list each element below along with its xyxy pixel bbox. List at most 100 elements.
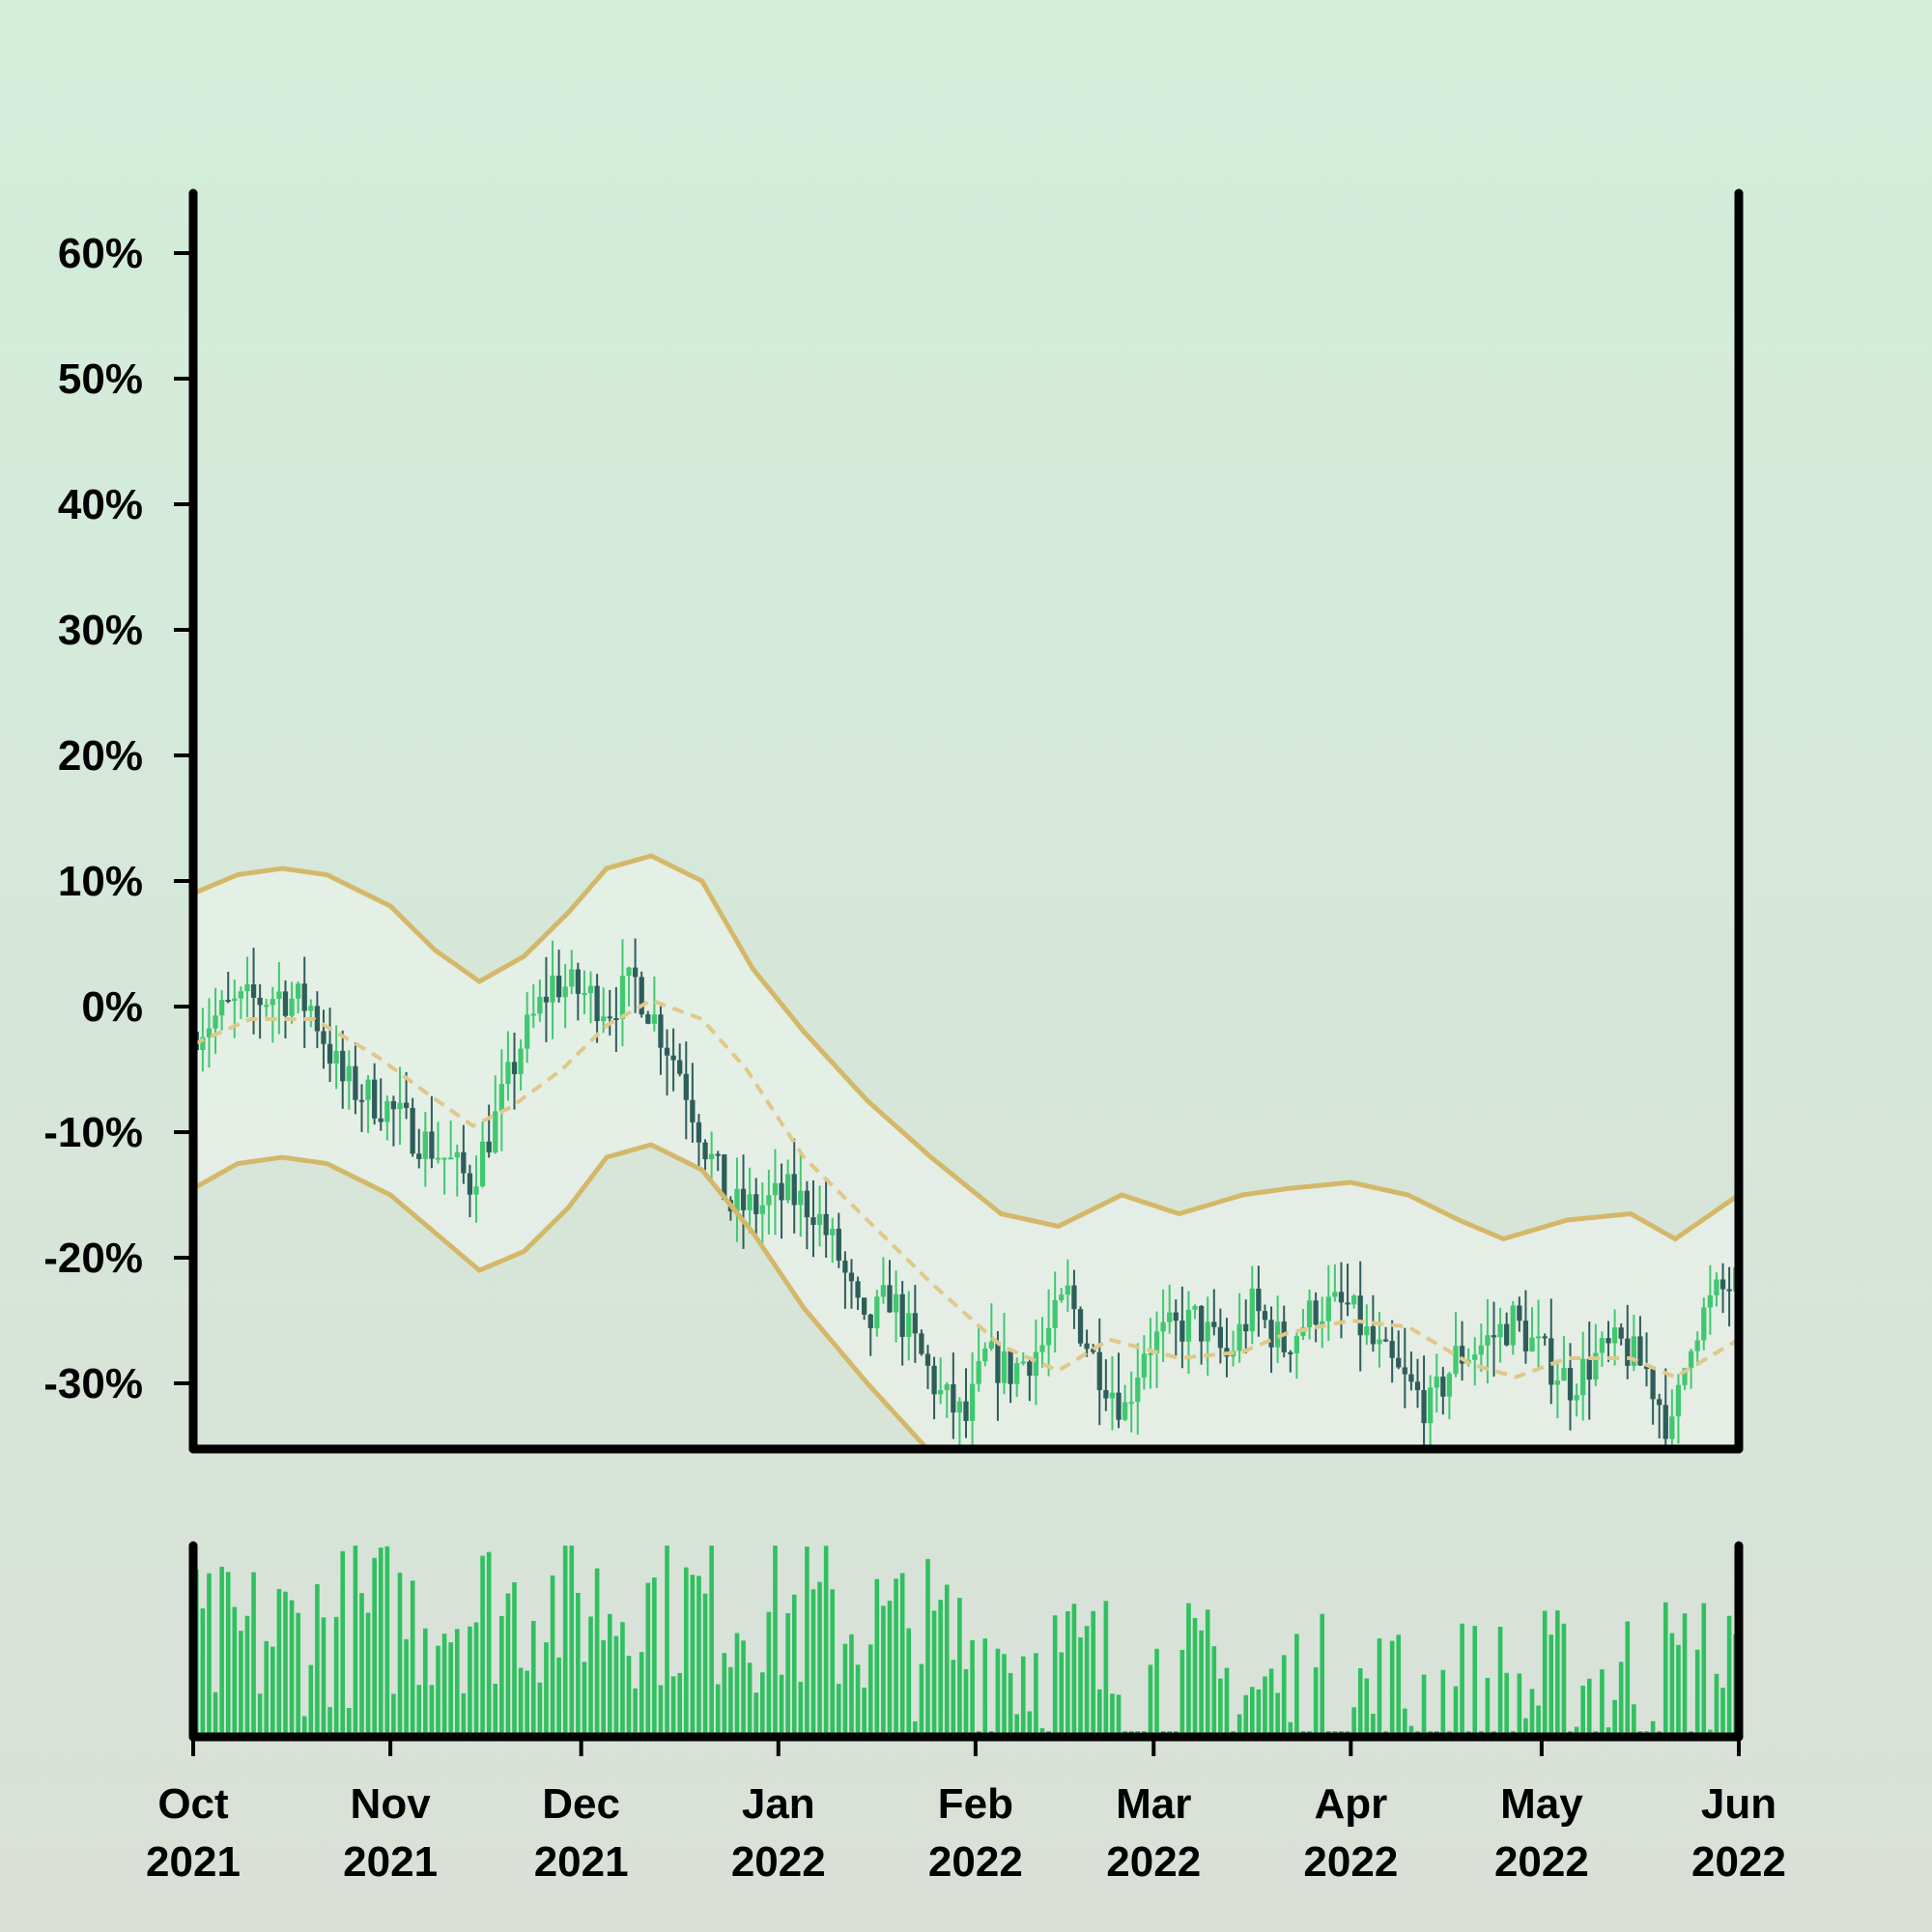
- x-tick-year: 2022: [1303, 1838, 1398, 1886]
- candle-body: [740, 1188, 747, 1210]
- candle-body: [416, 1153, 422, 1159]
- candle-body: [1320, 1321, 1325, 1325]
- candle-body: [422, 1131, 428, 1159]
- candle: [397, 1066, 403, 1146]
- volume-bar: [1179, 1649, 1185, 1737]
- candle-body: [454, 1151, 460, 1158]
- volume-bar: [530, 1620, 536, 1737]
- candle: [1542, 1333, 1548, 1346]
- candle-body: [569, 969, 575, 987]
- volume-bar: [1192, 1617, 1198, 1737]
- candle-body: [919, 1333, 924, 1354]
- candle: [1008, 1350, 1013, 1404]
- volume-bar: [963, 1668, 969, 1737]
- candle-body: [1701, 1307, 1707, 1341]
- candle: [1313, 1292, 1319, 1343]
- candle: [1726, 1266, 1732, 1327]
- candle: [1707, 1264, 1714, 1335]
- candle: [1510, 1300, 1516, 1355]
- candle-body: [1408, 1374, 1414, 1382]
- candle: [448, 1120, 454, 1160]
- candle: [658, 1006, 664, 1075]
- candle: [601, 987, 607, 1034]
- volume-bar: [1440, 1669, 1446, 1737]
- volume-bar: [429, 1685, 435, 1737]
- candle-body: [1364, 1326, 1370, 1336]
- candle: [1045, 1289, 1052, 1377]
- candle: [1446, 1372, 1453, 1420]
- volume-bar: [1351, 1707, 1356, 1737]
- candle-body: [1027, 1361, 1033, 1377]
- candle-series: [193, 938, 1739, 1449]
- candle: [1389, 1320, 1395, 1383]
- candle: [830, 1217, 836, 1264]
- candle: [1306, 1289, 1313, 1340]
- volume-bar: [982, 1638, 988, 1737]
- volume-bar: [734, 1633, 740, 1737]
- candle-body: [1548, 1338, 1554, 1385]
- volume-bar: [1612, 1699, 1617, 1737]
- candle: [899, 1281, 905, 1366]
- candle: [683, 1041, 689, 1140]
- candle-body: [804, 1190, 810, 1218]
- volume-bar: [219, 1566, 224, 1737]
- candle-body: [1688, 1350, 1694, 1369]
- volume-bar: [1281, 1655, 1287, 1737]
- candle: [1605, 1321, 1611, 1362]
- volume-bar: [480, 1555, 485, 1737]
- candle: [282, 980, 289, 1039]
- candle-body: [613, 1018, 619, 1021]
- candle: [670, 1028, 676, 1092]
- candle: [257, 983, 263, 1039]
- candle: [1052, 1271, 1058, 1352]
- candle: [1497, 1307, 1503, 1363]
- volume-bar: [1357, 1667, 1363, 1737]
- candle: [1472, 1337, 1478, 1386]
- volume-bar: [1517, 1673, 1522, 1737]
- volume-bar: [562, 1546, 568, 1737]
- candle: [740, 1154, 747, 1249]
- volume-bar: [944, 1584, 950, 1737]
- candle-body: [816, 1213, 823, 1226]
- candle-body: [1580, 1358, 1586, 1396]
- candle-body: [594, 985, 600, 1022]
- candle-body: [995, 1341, 1001, 1383]
- candle-body: [530, 1013, 536, 1016]
- candle: [365, 1075, 371, 1133]
- candle: [1020, 1352, 1026, 1366]
- moving-average-line: [193, 998, 1739, 1379]
- candle: [486, 1104, 492, 1158]
- volume-bar: [1726, 1615, 1732, 1737]
- candle-body: [670, 1055, 676, 1061]
- y-tick-label: 20%: [58, 732, 143, 780]
- volume-bar: [1542, 1610, 1548, 1737]
- volume-bar: [1288, 1721, 1293, 1737]
- candle: [1574, 1383, 1579, 1417]
- candle: [1719, 1263, 1726, 1314]
- candle: [715, 1151, 721, 1172]
- volume-bar: [397, 1573, 403, 1737]
- volume-bar: [1403, 1708, 1407, 1737]
- volume-bar: [556, 1657, 561, 1737]
- candle-body: [1014, 1363, 1020, 1384]
- candle: [639, 971, 644, 1018]
- candle: [1288, 1350, 1293, 1373]
- candle: [1382, 1326, 1389, 1343]
- candle: [1236, 1293, 1242, 1363]
- candle-body: [867, 1314, 873, 1328]
- volume-bar: [1154, 1648, 1159, 1737]
- volume-bar: [327, 1707, 332, 1737]
- candle: [1459, 1321, 1465, 1381]
- candle: [1357, 1261, 1363, 1372]
- candle-body: [1103, 1390, 1109, 1399]
- candle: [867, 1313, 873, 1356]
- candle: [1408, 1351, 1414, 1391]
- candle: [1153, 1311, 1160, 1389]
- candle-body: [1357, 1295, 1363, 1336]
- volume-bar: [518, 1667, 524, 1737]
- candle: [1529, 1307, 1535, 1352]
- candle-body: [206, 1028, 213, 1037]
- candle-body: [1396, 1357, 1402, 1368]
- candle-body: [766, 1195, 772, 1206]
- volume-bar: [1071, 1604, 1077, 1737]
